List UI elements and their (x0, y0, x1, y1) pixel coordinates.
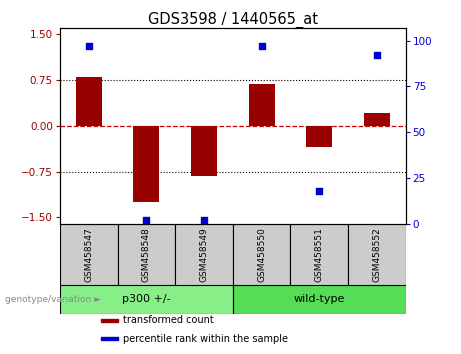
Bar (118, 224, 175, 285)
Text: GSM458548: GSM458548 (142, 227, 151, 282)
Bar (175, 224, 233, 285)
Bar (348, 224, 406, 285)
Text: GSM458547: GSM458547 (84, 227, 93, 282)
Point (142, 217, 150, 223)
Text: wild-type: wild-type (294, 295, 345, 304)
Point (200, 217, 207, 223)
Bar (101, 319, 118, 321)
Point (258, 43, 266, 49)
Point (85, 43, 92, 49)
Bar (364, 113, 390, 126)
Text: GSM458549: GSM458549 (200, 227, 208, 282)
Bar (60, 224, 118, 285)
Bar (233, 285, 406, 314)
Bar (191, 126, 217, 176)
Text: genotype/variation ►: genotype/variation ► (5, 295, 100, 304)
Bar (248, 85, 275, 126)
Title: GDS3598 / 1440565_at: GDS3598 / 1440565_at (148, 12, 318, 28)
Point (373, 52, 381, 58)
Bar (76, 77, 102, 126)
Text: transformed count: transformed count (123, 315, 213, 325)
Bar (60, 285, 233, 314)
Bar (133, 126, 160, 202)
Text: GSM458551: GSM458551 (315, 227, 324, 282)
Bar (290, 224, 348, 285)
Text: p300 +/-: p300 +/- (122, 295, 171, 304)
Point (315, 188, 323, 194)
Bar (233, 224, 290, 285)
Bar (306, 126, 332, 147)
Text: GSM458552: GSM458552 (372, 227, 381, 282)
Bar (101, 337, 118, 340)
Text: GSM458550: GSM458550 (257, 227, 266, 282)
Text: percentile rank within the sample: percentile rank within the sample (123, 333, 288, 344)
